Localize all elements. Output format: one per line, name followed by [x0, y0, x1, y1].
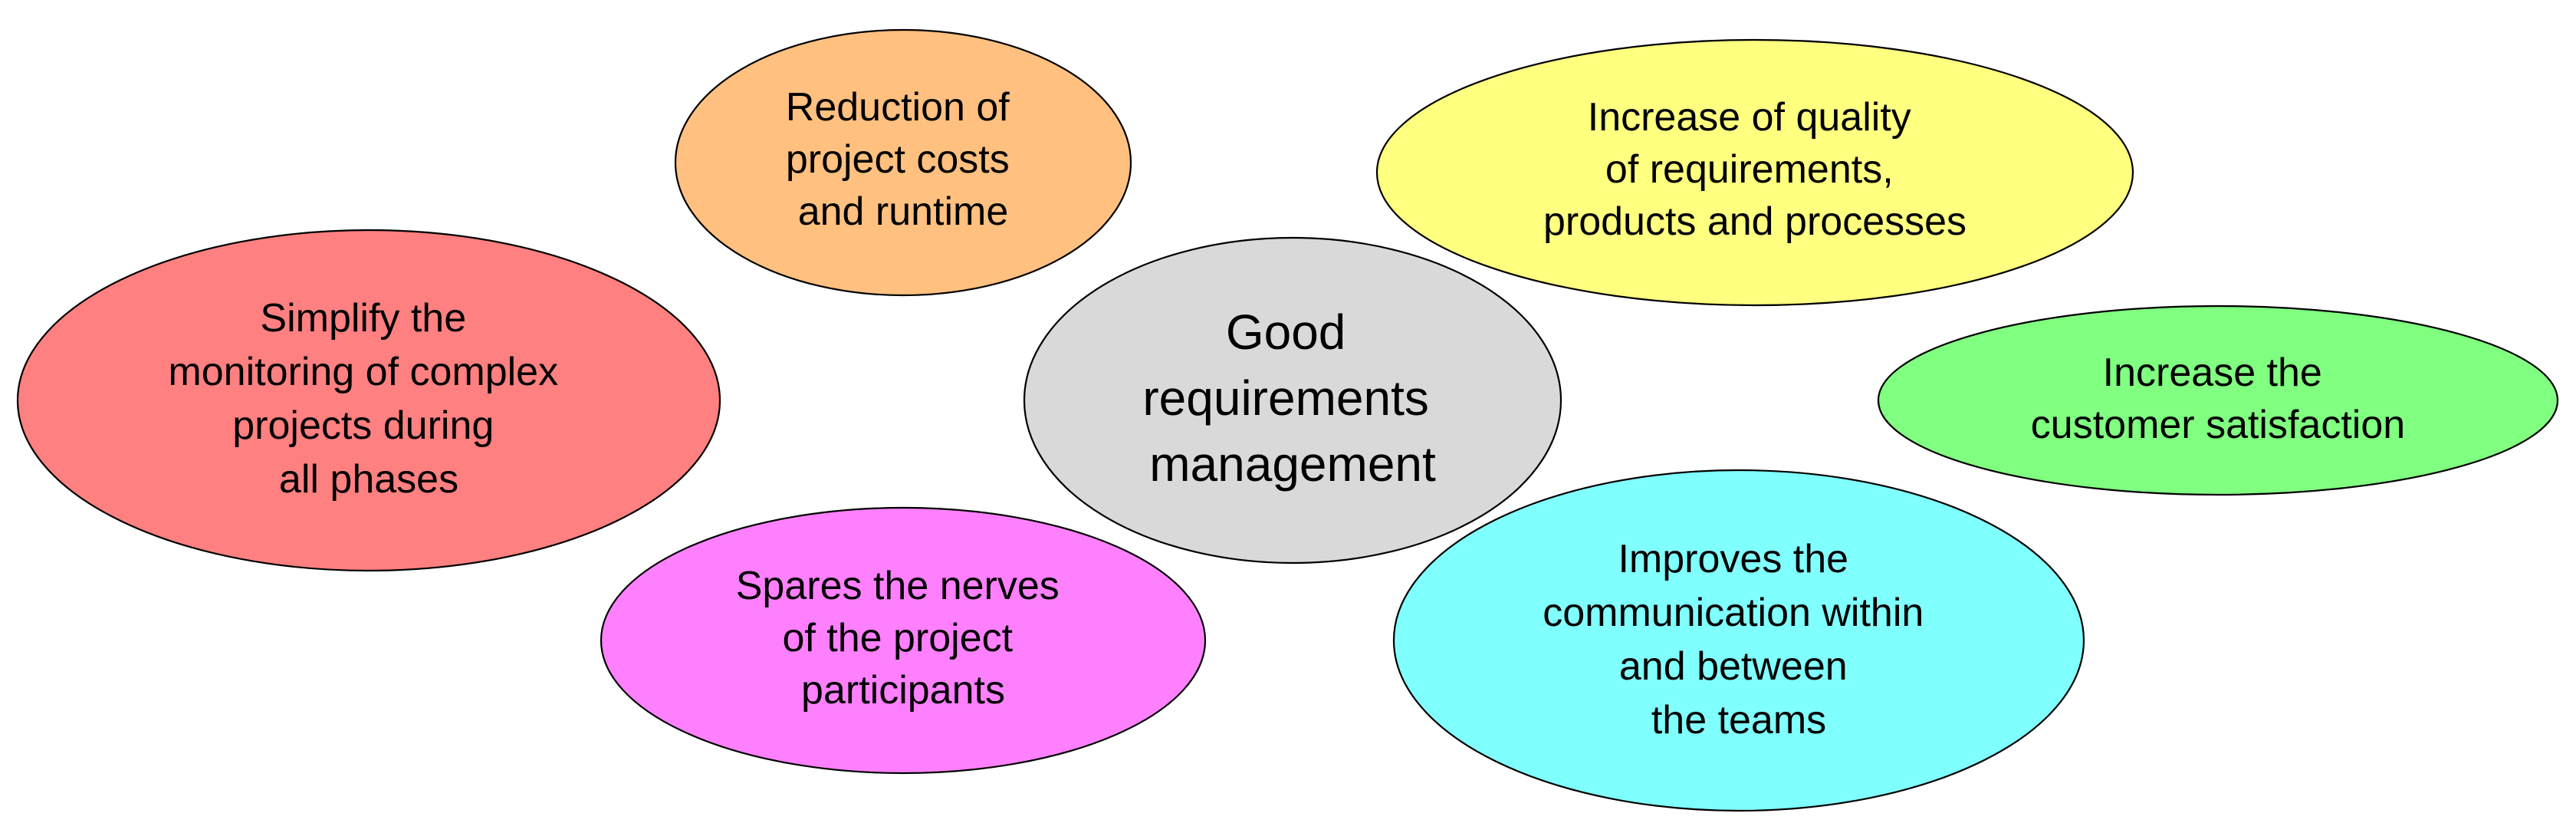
bubble-nerves-label: Spares the nerves of the project partici… — [736, 564, 1070, 713]
center-bubble-line: management — [1149, 436, 1436, 492]
bubble-monitoring-line: projects during — [232, 403, 494, 448]
center-bubble-shape — [1023, 236, 1562, 565]
bubble-communication: Improves the communication within and be… — [1392, 469, 2085, 812]
bubble-communication-line: communication within — [1543, 591, 1924, 635]
center-bubble-line: Good — [1226, 305, 1346, 360]
bubble-monitoring-line: Simplify the — [260, 296, 466, 341]
bubble-cost: Reduction of project costs and runtime — [674, 28, 1132, 297]
bubble-cost-shape — [674, 28, 1132, 297]
bubble-nerves-line: of the project — [782, 616, 1013, 660]
bubble-communication-shape — [1392, 469, 2085, 812]
center-bubble-line: requirements — [1142, 370, 1429, 426]
bubble-satisfaction-label: Increase the customer satisfaction — [2031, 351, 2405, 447]
bubble-communication-line: and between — [1619, 644, 1848, 689]
bubble-quality-line: products and processes — [1543, 199, 1967, 244]
bubble-satisfaction-line: customer satisfaction — [2031, 403, 2405, 447]
bubble-cost-label: Reduction of project costs and runtime — [786, 85, 1020, 234]
bubble-cost-line: and runtime — [798, 189, 1009, 234]
center-bubble-label: Good requirements management — [1142, 305, 1442, 492]
bubble-nerves-line: participants — [801, 668, 1005, 713]
bubble-nerves-shape — [600, 506, 1207, 775]
bubble-satisfaction: Increase the customer satisfaction — [1877, 305, 2559, 496]
bubble-monitoring-line: monitoring of complex — [168, 350, 558, 394]
bubble-quality-line: Increase of quality — [1588, 95, 1911, 140]
bubble-communication-line: Improves the — [1618, 537, 1848, 581]
bubble-quality: Increase of quality of requirements, pro… — [1375, 38, 2134, 307]
bubble-monitoring-shape — [16, 229, 721, 572]
bubble-quality-shape — [1375, 38, 2134, 307]
bubble-communication-line: the teams — [1651, 698, 1826, 742]
bubble-monitoring-line: all phases — [279, 457, 458, 502]
bubble-cost-line: Reduction of — [786, 85, 1010, 130]
bubble-cost-line: project costs — [786, 137, 1010, 182]
center-bubble: Good requirements management — [1023, 236, 1562, 565]
bubble-nerves-line: Spares the nerves — [736, 564, 1060, 608]
bubble-nerves: Spares the nerves of the project partici… — [600, 506, 1207, 775]
bubble-quality-line: of requirements, — [1605, 147, 1894, 192]
bubble-monitoring: Simplify the monitoring of complex proje… — [16, 229, 721, 572]
bubble-quality-label: Increase of quality of requirements, pro… — [1543, 95, 1967, 244]
bubble-monitoring-label: Simplify the monitoring of complex proje… — [168, 296, 569, 502]
bubble-satisfaction-line: Increase the — [2103, 351, 2322, 395]
bubble-satisfaction-shape — [1877, 305, 2559, 496]
bubble-communication-label: Improves the communication within and be… — [1543, 537, 1935, 742]
